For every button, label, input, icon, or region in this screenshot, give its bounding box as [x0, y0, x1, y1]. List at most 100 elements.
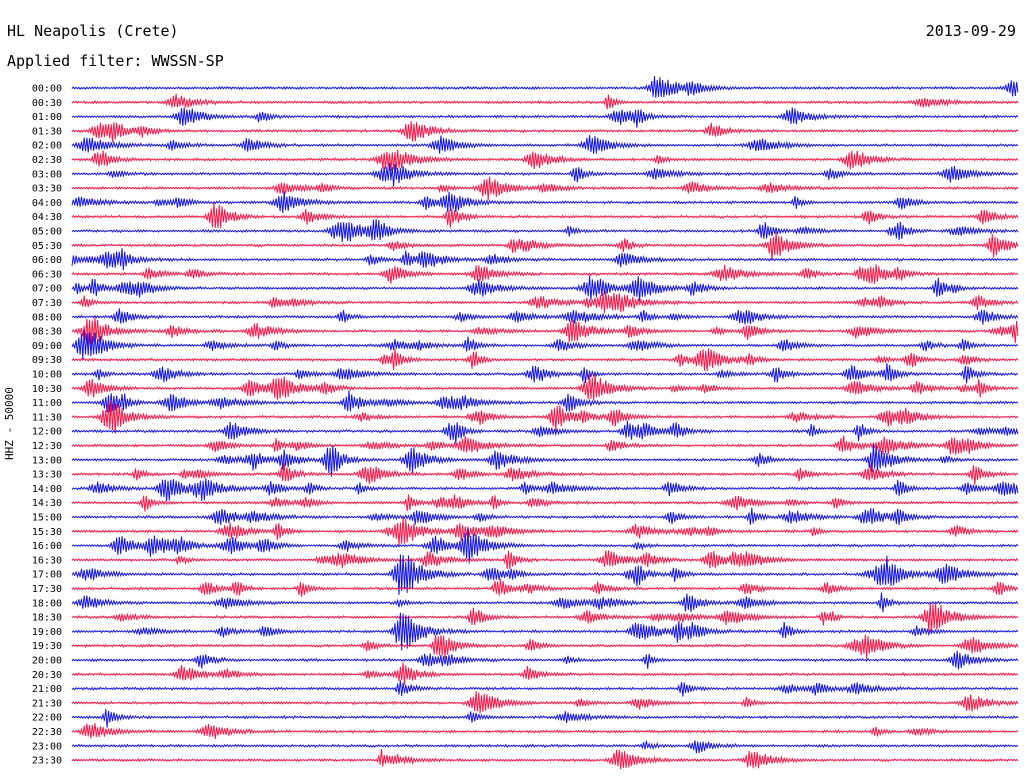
row-tick-1800: 18:00	[32, 598, 62, 609]
trace-row-1030	[71, 373, 1019, 401]
trace-row-1630	[71, 550, 1019, 569]
row-tick-0500: 05:00	[32, 227, 62, 238]
row-tick-2300: 23:00	[32, 741, 62, 752]
row-tick-0400: 04:00	[32, 198, 62, 209]
row-tick-1600: 16:00	[32, 541, 62, 552]
row-tick-1630: 16:30	[32, 555, 62, 566]
trace-row-1230	[71, 435, 1019, 455]
trace-row-1730	[71, 578, 1019, 597]
seismogram-traces	[71, 76, 1019, 770]
row-tick-1730: 17:30	[32, 584, 62, 595]
row-tick-0800: 08:00	[32, 312, 62, 323]
trace-row-0430	[71, 202, 1019, 229]
row-tick-0330: 03:30	[32, 184, 62, 195]
trace-row-0330	[71, 176, 1019, 201]
trace-row-0500	[71, 218, 1019, 243]
row-tick-0430: 04:30	[32, 212, 62, 223]
row-tick-2230: 22:30	[32, 727, 62, 738]
row-tick-labels: 00:00 00:30 01:00 01:30 02:00 02:30 03:00 03:30…	[32, 84, 62, 767]
trace-row-0830	[71, 317, 1019, 346]
trace-row-1330	[71, 462, 1019, 485]
row-tick-0830: 08:30	[32, 327, 62, 338]
trace-row-2230	[71, 722, 1019, 740]
trace-row-1000	[71, 363, 1019, 384]
trace-row-0230	[71, 149, 1019, 171]
row-tick-0300: 03:00	[32, 169, 62, 180]
row-tick-1930: 19:30	[32, 641, 62, 652]
trace-row-1130	[71, 400, 1019, 434]
row-tick-2330: 23:30	[32, 756, 62, 767]
trace-row-1500	[71, 507, 1019, 526]
trace-row-0200	[71, 135, 1019, 154]
trace-row-0100	[71, 107, 1019, 128]
row-tick-1300: 13:00	[32, 455, 62, 466]
trace-row-1530	[71, 516, 1019, 546]
row-tick-2000: 20:00	[32, 656, 62, 667]
trace-row-0930	[71, 348, 1019, 372]
row-tick-1830: 18:30	[32, 613, 62, 624]
row-tick-0530: 05:30	[32, 241, 62, 252]
row-tick-0630: 06:30	[32, 269, 62, 280]
row-tick-1500: 15:00	[32, 513, 62, 524]
trace-row-0800	[71, 308, 1019, 325]
row-tick-0000: 00:00	[32, 84, 62, 95]
trace-row-1430	[71, 494, 1019, 512]
trace-row-0730	[71, 290, 1019, 313]
trace-row-1400	[71, 478, 1019, 502]
row-tick-1130: 11:30	[32, 412, 62, 423]
trace-row-0530	[71, 231, 1019, 261]
trace-row-0600	[71, 248, 1019, 271]
row-tick-1230: 12:30	[32, 441, 62, 452]
station-title: HL Neapolis (Crete)	[7, 22, 179, 40]
trace-row-2000	[71, 650, 1019, 670]
row-tick-2100: 21:00	[32, 684, 62, 695]
row-tick-0100: 01:00	[32, 112, 62, 123]
trace-row-2100	[71, 680, 1019, 697]
trace-row-0630	[71, 264, 1019, 284]
trace-row-1900	[71, 612, 1019, 651]
trace-row-0700	[71, 275, 1019, 302]
row-tick-2130: 21:30	[32, 698, 62, 709]
trace-row-1830	[71, 602, 1019, 633]
row-tick-1000: 10:00	[32, 370, 62, 381]
trace-row-0000	[71, 76, 1019, 98]
row-tick-0130: 01:30	[32, 126, 62, 137]
trace-row-2030	[71, 662, 1019, 685]
trace-row-0130	[71, 120, 1019, 143]
trace-row-1200	[71, 420, 1019, 444]
row-tick-0230: 02:30	[32, 155, 62, 166]
trace-row-0030	[71, 93, 1019, 110]
row-tick-1400: 14:00	[32, 484, 62, 495]
trace-row-1600	[71, 528, 1019, 564]
row-tick-1100: 11:00	[32, 398, 62, 409]
row-tick-0700: 07:00	[32, 284, 62, 295]
trace-row-1930	[71, 634, 1019, 660]
row-tick-0600: 06:00	[32, 255, 62, 266]
row-tick-1430: 14:30	[32, 498, 62, 509]
row-tick-1200: 12:00	[32, 427, 62, 438]
date-label: 2013-09-29	[925, 22, 1016, 40]
trace-row-0300	[71, 163, 1019, 187]
row-tick-2200: 22:00	[32, 713, 62, 724]
row-tick-1330: 13:30	[32, 470, 62, 481]
trace-row-1300	[71, 444, 1019, 477]
row-tick-0730: 07:30	[32, 298, 62, 309]
trace-row-2130	[71, 691, 1019, 714]
row-tick-1900: 19:00	[32, 627, 62, 638]
trace-row-2300	[71, 740, 1019, 754]
row-tick-1030: 10:30	[32, 384, 62, 395]
trace-row-0400	[71, 191, 1019, 214]
row-tick-0900: 09:00	[32, 341, 62, 352]
row-tick-1530: 15:30	[32, 527, 62, 538]
trace-row-0900	[71, 330, 1019, 359]
row-tick-0200: 02:00	[32, 141, 62, 152]
filter-label: Applied filter: WWSSN-SP	[7, 52, 224, 70]
trace-row-2200	[71, 709, 1019, 728]
trace-row-1700	[71, 554, 1019, 596]
row-tick-0030: 00:30	[32, 98, 62, 109]
trace-row-1800	[71, 592, 1019, 613]
trace-row-2330	[71, 749, 1019, 770]
row-tick-0930: 09:30	[32, 355, 62, 366]
trace-row-1100	[71, 390, 1019, 413]
